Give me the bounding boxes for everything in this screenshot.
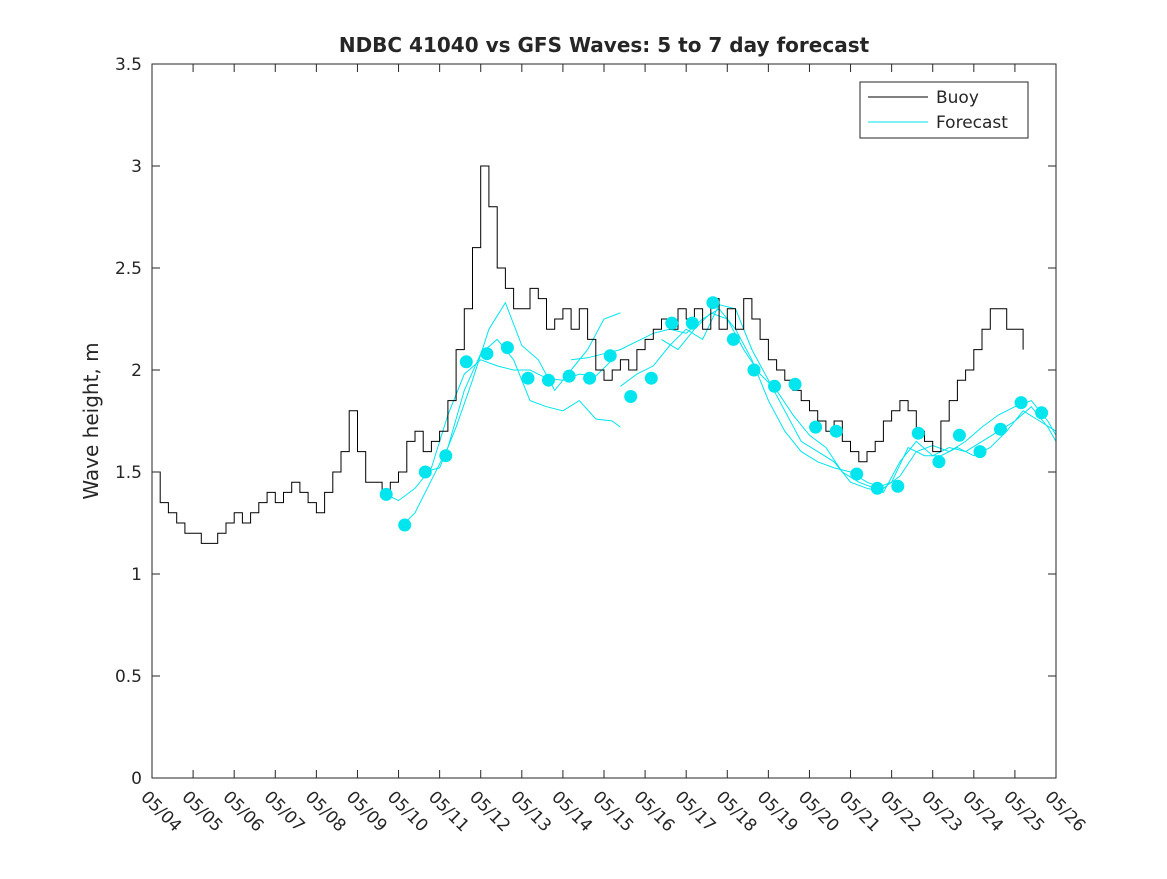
y-tick-label: 3 (131, 157, 142, 177)
forecast-marker (439, 449, 453, 463)
forecast-marker (685, 316, 699, 330)
plot-area (152, 64, 1056, 778)
forecast-marker (583, 371, 597, 385)
y-tick-label: 2.5 (115, 259, 142, 279)
y-axis-label: Wave height, m (79, 342, 103, 499)
forecast-marker (952, 428, 966, 442)
forecast-marker (644, 371, 658, 385)
forecast-marker (500, 341, 514, 355)
forecast-line-3 (423, 301, 621, 473)
forecast-marker (788, 377, 802, 391)
y-tick-label: 0 (131, 769, 142, 789)
forecast-marker (809, 420, 823, 434)
buoy-line (152, 165, 1024, 544)
forecast-marker (994, 422, 1007, 436)
forecast-marker (379, 487, 393, 501)
forecast-marker (624, 390, 638, 403)
forecast-marker (665, 316, 679, 330)
forecast-marker (829, 424, 843, 438)
y-tick-label: 1.5 (115, 463, 142, 483)
forecast-marker (542, 373, 555, 387)
forecast-marker (850, 467, 864, 481)
forecast-marker (1035, 406, 1049, 420)
forecast-marker (398, 518, 412, 532)
forecast-marker (418, 465, 432, 479)
forecast-line-2 (402, 338, 621, 526)
y-tick-label: 0.5 (115, 667, 142, 687)
forecast-marker (870, 481, 884, 495)
forecast-marker (562, 369, 576, 383)
forecast-marker (891, 479, 905, 493)
legend-box (859, 81, 1029, 139)
forecast-marker (1014, 396, 1028, 410)
forecast-marker (911, 426, 925, 440)
y-tick-label: 3.5 (115, 55, 142, 75)
forecast-marker (459, 355, 473, 369)
forecast-marker (706, 296, 720, 310)
legend-label-buoy: Buoy (936, 88, 979, 108)
legend-label-forecast: Forecast (936, 113, 1008, 133)
forecast-marker (747, 363, 761, 377)
forecast-marker (768, 379, 781, 393)
forecast-marker (726, 332, 740, 346)
y-tick-label: 2 (131, 361, 142, 381)
forecast-marker (521, 371, 535, 385)
chart-title: NDBC 41040 vs GFS Waves: 5 to 7 day fore… (339, 33, 870, 57)
forecast-marker (932, 455, 946, 469)
legend: Buoy Forecast (859, 81, 1029, 139)
y-tick-label: 1 (131, 565, 142, 585)
forecast-marker (480, 347, 494, 361)
forecast-marker (603, 349, 617, 363)
forecast-marker (973, 445, 987, 459)
series-layer (152, 165, 1057, 544)
